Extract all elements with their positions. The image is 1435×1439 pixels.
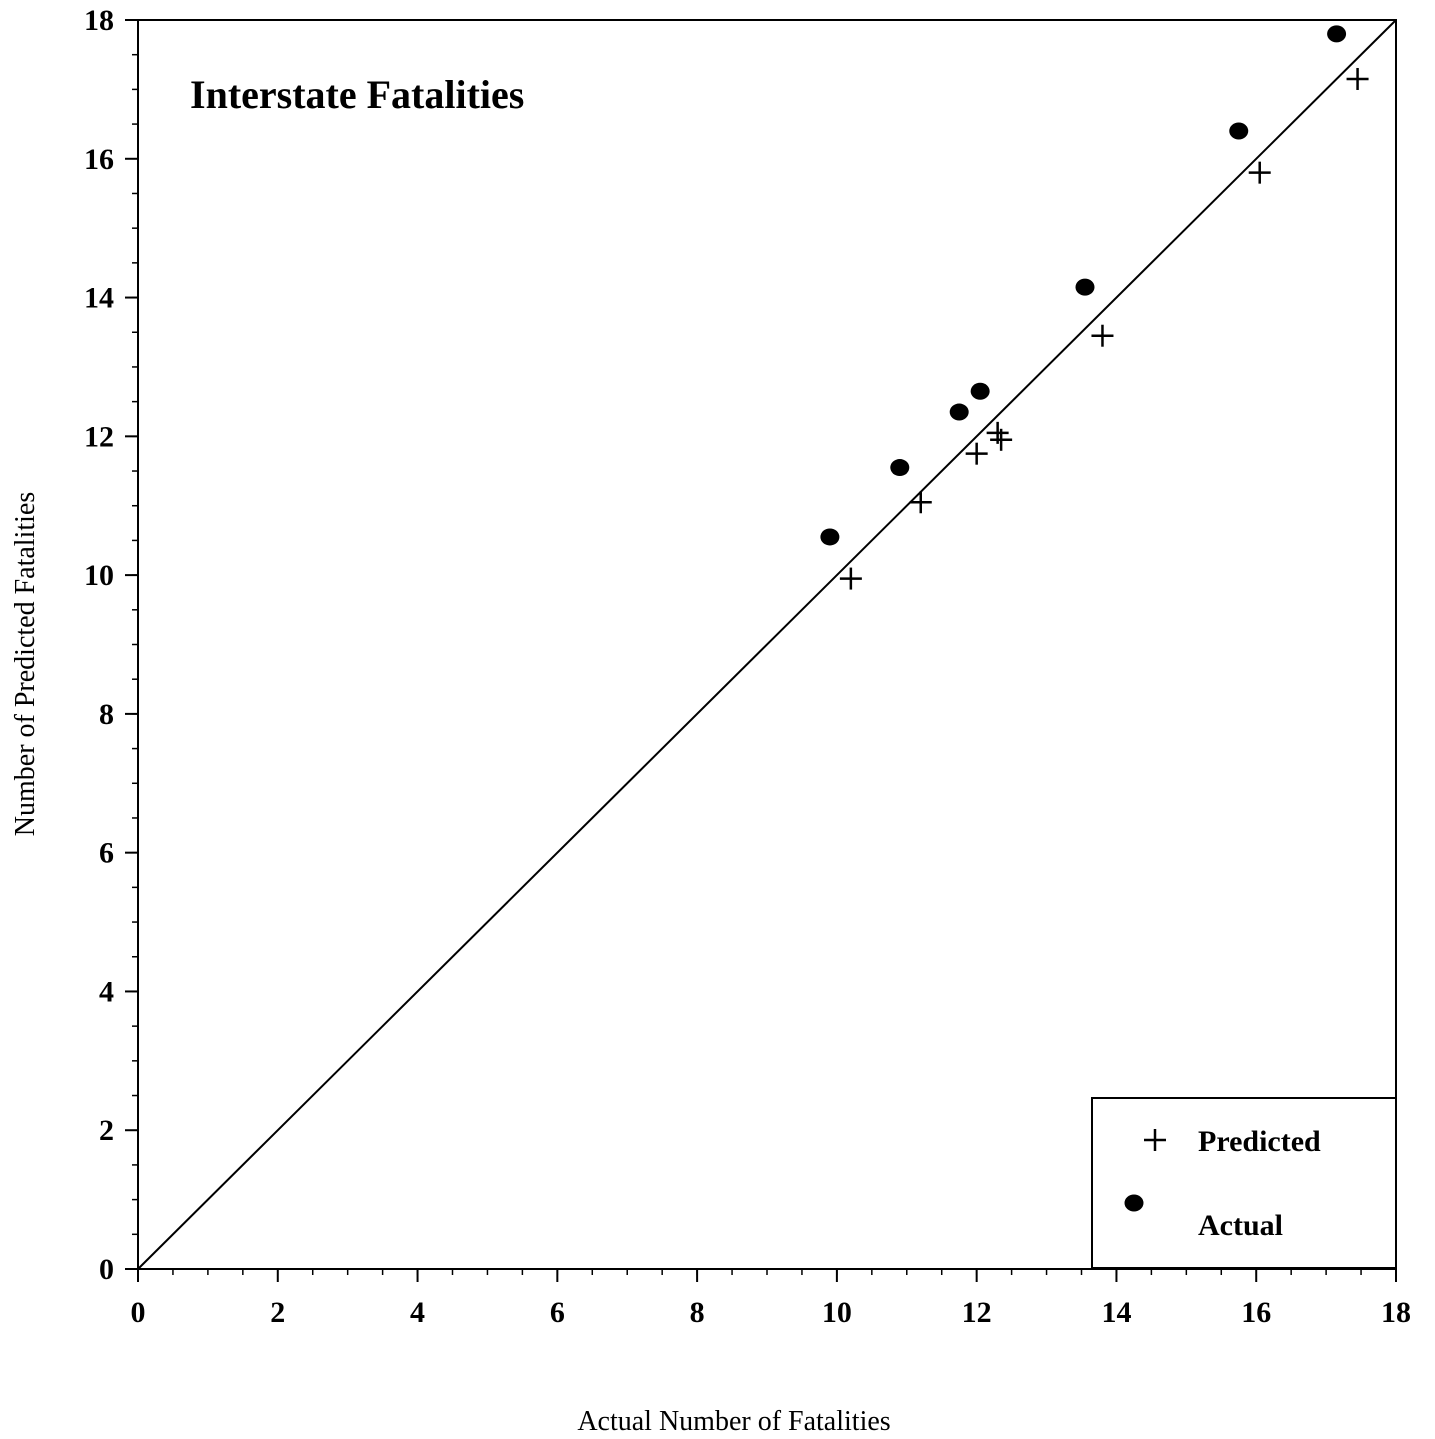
y-tick-label: 14 xyxy=(84,282,114,315)
legend: Predicted Actual xyxy=(1091,1097,1397,1269)
actual-point xyxy=(970,382,990,400)
predicted-point xyxy=(839,567,862,590)
actual-point xyxy=(1327,25,1347,43)
y-tick-label: 2 xyxy=(99,1114,114,1147)
x-tick-label: 10 xyxy=(822,1296,852,1329)
x-tick-label: 2 xyxy=(270,1296,285,1329)
predicted-point xyxy=(909,491,932,514)
predicted-point xyxy=(1346,67,1369,90)
major-ticks xyxy=(125,19,1397,1282)
legend-box xyxy=(1091,1097,1397,1269)
predicted-point xyxy=(1091,324,1114,347)
legend-label-predicted: Predicted xyxy=(1198,1125,1321,1158)
actual-point xyxy=(1075,278,1095,296)
y-tick-label: 16 xyxy=(84,143,114,176)
y-tick-label: 18 xyxy=(84,4,114,37)
x-tick-label: 8 xyxy=(690,1296,705,1329)
y-tick-label: 8 xyxy=(99,698,114,731)
actual-point xyxy=(820,528,840,546)
y-tick-label: 0 xyxy=(99,1253,114,1286)
y-tick-label: 6 xyxy=(99,837,114,870)
x-tick-label: 4 xyxy=(410,1296,425,1329)
y-axis-label: Number of Predicted Fatalities xyxy=(10,492,41,836)
x-tick-label: 6 xyxy=(550,1296,565,1329)
plot-frame xyxy=(137,19,1397,1270)
y-tick-label: 4 xyxy=(99,975,114,1008)
series-predicted xyxy=(839,67,1369,590)
reference-line xyxy=(137,19,1397,1270)
x-axis-label: Actual Number of Fatalities xyxy=(577,1406,890,1437)
legend-marker-predicted xyxy=(1144,1129,1166,1151)
y-tick-label: 10 xyxy=(84,559,114,592)
x-tick-labels: 0 2 4 6 8 10 12 14 16 18 xyxy=(131,1296,1412,1329)
actual-point xyxy=(890,459,910,477)
legend-plus-marker xyxy=(1144,1129,1166,1151)
x-tick-label: 12 xyxy=(962,1296,992,1329)
predicted-point xyxy=(990,428,1013,451)
actual-point xyxy=(949,403,969,421)
chart-title: Interstate Fatalities xyxy=(190,72,524,117)
legend-label-actual: Actual xyxy=(1198,1209,1283,1242)
predicted-point xyxy=(965,442,988,465)
y-tick-labels: 0 2 4 6 8 10 12 14 16 18 xyxy=(84,4,114,1286)
predicted-point xyxy=(1248,161,1271,184)
y-tick-label: 12 xyxy=(84,420,114,453)
legend-marker-actual xyxy=(1124,1194,1144,1212)
data-points xyxy=(820,25,1369,590)
series-actual xyxy=(820,25,1347,546)
legend-dot-marker xyxy=(1124,1194,1144,1212)
x-tick-label: 18 xyxy=(1381,1296,1411,1329)
x-tick-label: 16 xyxy=(1241,1296,1271,1329)
actual-point xyxy=(1229,122,1249,140)
x-tick-label: 0 xyxy=(131,1296,146,1329)
x-tick-label: 14 xyxy=(1101,1296,1131,1329)
